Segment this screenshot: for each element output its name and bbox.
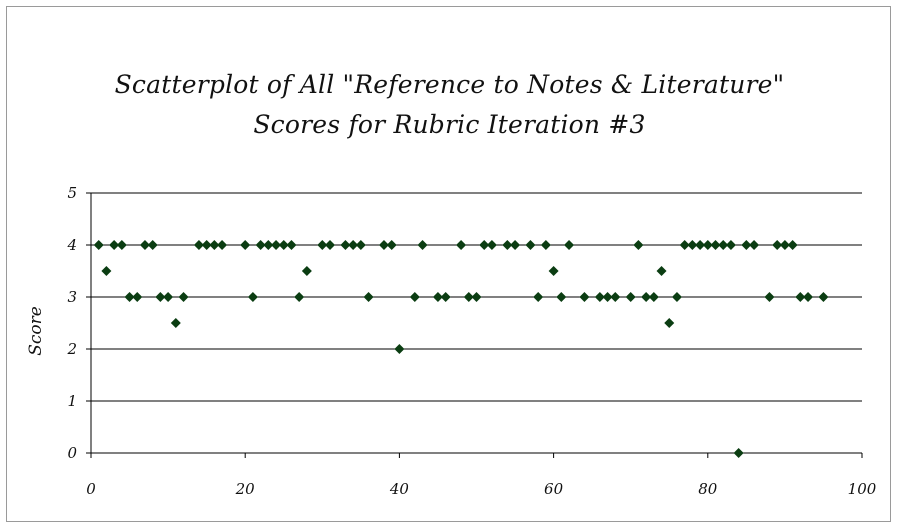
data-point [170,318,181,328]
data-point [271,240,282,250]
data-point [386,240,397,250]
data-point [155,292,166,302]
data-point [93,240,104,250]
data-point [725,240,736,250]
data-point [247,292,258,302]
data-point [548,266,559,276]
data-point [116,240,127,250]
x-tick-label-40: 40 [389,480,410,498]
data-point [486,240,497,250]
data-point [772,240,783,250]
data-point [633,240,644,250]
data-point [378,240,389,250]
data-point [510,240,521,250]
data-point [733,448,744,458]
y-tick-label-3: 3 [67,288,77,306]
data-point [456,240,467,250]
x-tick-label-20: 20 [235,480,256,498]
data-point [533,292,544,302]
data-point [217,240,228,250]
data-point [779,240,790,250]
data-point [348,240,359,250]
data-point [625,292,636,302]
data-point [124,292,135,302]
data-point [679,240,690,250]
x-tick-label-0: 0 [86,480,96,498]
data-point [803,292,814,302]
data-point [240,240,251,250]
data-point [440,292,451,302]
tick-labels: 0 1 2 3 4 5 0 20 40 60 80 100 [66,184,876,498]
data-point [317,240,328,250]
data-point [139,240,150,250]
data-point [710,240,721,250]
data-point [718,240,729,250]
data-point [540,240,551,250]
y-tick-label-1: 1 [67,392,77,410]
chart-title-line-2: Scores for Rubric Iteration #3 [253,110,646,139]
data-point [764,292,775,302]
data-point [163,292,174,302]
data-point [263,240,274,250]
data-point [502,240,513,250]
data-point [525,240,536,250]
data-point [201,240,212,250]
data-point [471,292,482,302]
chart-frame [6,6,891,522]
data-point [741,240,752,250]
y-tick-label-4: 4 [66,236,77,254]
data-point [648,292,659,302]
data-point [556,292,567,302]
data-point [656,266,667,276]
data-point [579,292,590,302]
data-point [687,240,698,250]
data-point [294,292,305,302]
data-point [594,292,605,302]
data-point [325,240,336,250]
data-point [417,240,428,250]
y-tick-label-0: 0 [67,444,77,462]
data-point [602,292,613,302]
y-tick-label-2: 2 [66,340,77,358]
data-point [255,240,266,250]
data-point [340,240,351,250]
data-point [147,240,158,250]
x-tick-label-80: 80 [698,480,718,498]
x-tick-label-100: 100 [848,480,877,498]
data-point [394,344,405,354]
data-point [409,292,420,302]
data-point [610,292,621,302]
data-point [564,240,575,250]
data-point [664,318,675,328]
x-tick-label-60: 60 [544,480,564,498]
data-point [109,240,120,250]
data-point [278,240,289,250]
data-point [101,266,112,276]
data-point [463,292,474,302]
data-point [432,292,443,302]
chart-title-line-1: Scatterplot of All "Reference to Notes &… [114,70,785,99]
data-point [787,240,798,250]
data-point [178,292,189,302]
y-axis-label: Score [26,306,46,356]
data-point [209,240,220,250]
data-point [671,292,682,302]
data-point [355,240,366,250]
data-point [301,266,312,276]
data-point [695,240,706,250]
data-point [702,240,713,250]
data-point [479,240,490,250]
axes [86,192,863,458]
data-point [749,240,760,250]
y-tick-label-5: 5 [67,184,77,202]
data-point [193,240,204,250]
data-point [132,292,143,302]
data-point [641,292,652,302]
data-point [818,292,829,302]
data-point [363,292,374,302]
data-point [286,240,297,250]
data-points [93,240,829,458]
data-point [795,292,806,302]
